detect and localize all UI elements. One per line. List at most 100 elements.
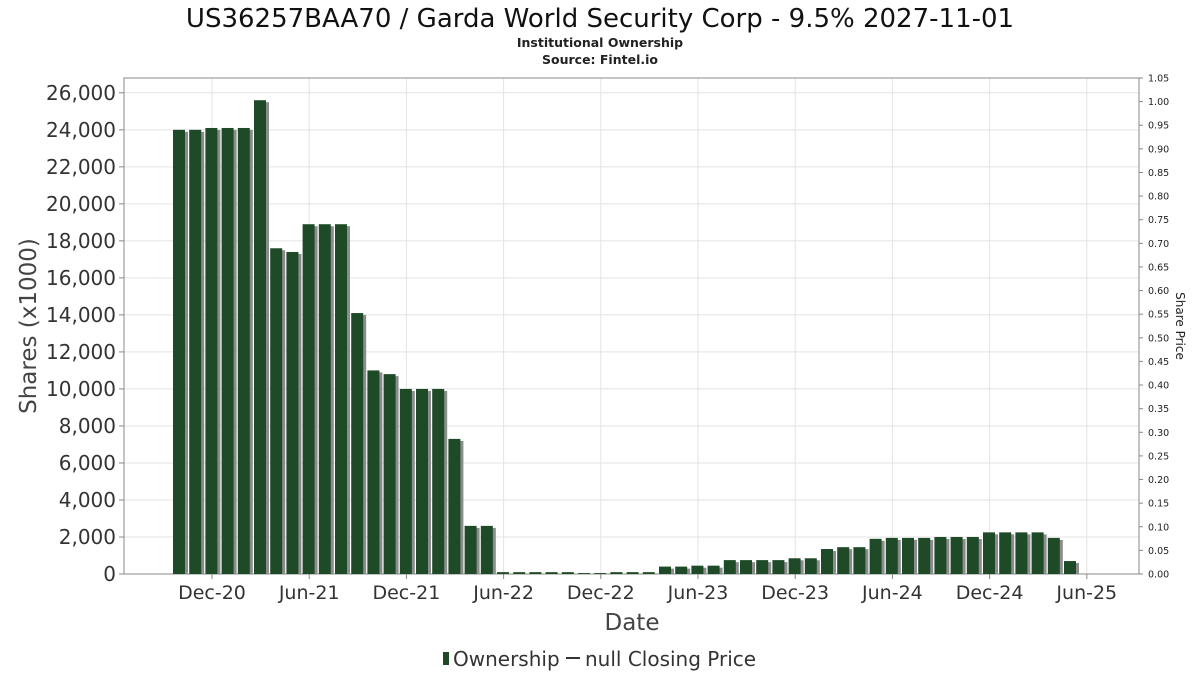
ownership-bar <box>221 127 234 574</box>
ownership-bar <box>270 248 283 574</box>
ownership-bar <box>318 224 331 574</box>
y2-tick-label: 1.05 <box>1148 74 1169 85</box>
y2-tick-label: 0.70 <box>1148 239 1169 250</box>
ownership-bar <box>659 566 671 574</box>
y2-tick-label: 0.00 <box>1148 570 1169 581</box>
y-tick-label: 4,000 <box>59 488 116 512</box>
y2-tick-label: 0.40 <box>1148 381 1169 392</box>
y-tick-label: 10,000 <box>46 377 116 401</box>
y2-tick-label: 0.15 <box>1148 499 1169 510</box>
y2-tick-label: 0.95 <box>1148 121 1169 132</box>
legend-ownership-label: Ownership <box>453 647 560 671</box>
y-tick-label: 6,000 <box>59 451 116 475</box>
ownership-bar <box>335 224 347 574</box>
y2-tick-label: 0.80 <box>1148 192 1169 203</box>
y2-tick-label: 0.25 <box>1148 451 1169 462</box>
x-axis-ticks: Dec-20 Jun-21 Dec-21 Jun-22 Dec-22 Jun-23 Dec-… <box>178 574 1117 604</box>
ownership-bar <box>594 573 607 574</box>
ownership-bar <box>399 388 412 574</box>
ownership-bar <box>869 538 882 574</box>
ownership-bar <box>853 547 866 574</box>
ownership-bar <box>545 572 558 574</box>
ownership-bar <box>1047 537 1060 574</box>
x-tick-label: Jun-25 <box>1055 582 1117 604</box>
y-tick-label: 26,000 <box>46 81 116 105</box>
ownership-bar <box>173 129 185 574</box>
y2-axis-title: Share Price <box>1173 292 1187 360</box>
x-tick-label: Jun-23 <box>667 582 729 604</box>
ownership-bar <box>707 565 720 574</box>
ownership-bar <box>837 547 850 574</box>
ownership-bar <box>999 532 1012 574</box>
ownership-bar <box>902 537 914 574</box>
ownership-bar <box>642 572 655 574</box>
chart-source: Source: Fintel.io <box>542 52 658 67</box>
ownership-bar <box>513 572 526 574</box>
x-tick-label: Jun-22 <box>472 582 534 604</box>
y2-tick-label: 0.55 <box>1148 310 1169 321</box>
ownership-bar <box>578 573 590 574</box>
y2-tick-label: 0.30 <box>1148 428 1169 439</box>
ownership-bar <box>966 536 979 574</box>
legend: Ownership null Closing Price <box>443 647 756 671</box>
x-axis-title: Date <box>605 610 660 636</box>
ownership-bar <box>1015 532 1028 574</box>
ownership-bar <box>723 560 736 574</box>
ownership-bar <box>254 100 266 574</box>
ownership-bar <box>983 532 995 574</box>
ownership-bar <box>497 572 509 574</box>
y-tick-label: 14,000 <box>46 303 116 327</box>
ownership-bar <box>934 536 947 574</box>
ownership-bar <box>756 560 769 574</box>
ownership-bar <box>691 565 704 574</box>
y-tick-label: 2,000 <box>59 525 116 549</box>
y2-tick-label: 0.85 <box>1148 168 1169 179</box>
ownership-bar <box>772 560 785 574</box>
ownership-bar <box>1031 532 1044 574</box>
y2-tick-label: 0.60 <box>1148 286 1169 297</box>
y2-tick-label: 0.10 <box>1148 522 1169 533</box>
ownership-bar <box>464 525 477 574</box>
y-tick-label: 12,000 <box>46 340 116 364</box>
ownership-bar <box>432 388 445 574</box>
y2-tick-label: 0.90 <box>1148 144 1169 155</box>
y2-tick-label: 0.50 <box>1148 333 1169 344</box>
ownership-bar <box>626 572 639 574</box>
ownership-bar <box>885 537 898 574</box>
y-tick-label: 24,000 <box>46 118 116 142</box>
y-axis-left-ticks: 0 2,000 4,000 6,000 8,000 10,000 12,000 14,000 1… <box>46 81 124 586</box>
y-tick-label: 0 <box>103 562 116 586</box>
ownership-bar <box>918 537 931 574</box>
y2-tick-label: 0.35 <box>1148 404 1169 415</box>
y2-tick-label: 0.20 <box>1148 475 1169 486</box>
y-tick-label: 18,000 <box>46 229 116 253</box>
y2-tick-label: 1.00 <box>1148 97 1169 108</box>
ownership-bar <box>740 560 752 574</box>
legend-price-label: null Closing Price <box>585 647 756 671</box>
ownership-bar <box>788 558 801 574</box>
ownership-bar <box>610 572 623 574</box>
ownership-bar <box>302 224 315 574</box>
ownership-bar <box>351 313 364 574</box>
x-tick-label: Jun-21 <box>278 582 340 604</box>
ownership-bar <box>480 525 493 574</box>
ownership-bar <box>561 572 574 574</box>
y-axis-title: Shares (x1000) <box>16 238 42 414</box>
y-tick-label: 16,000 <box>46 266 116 290</box>
x-tick-label: Dec-22 <box>567 582 635 604</box>
y-tick-label: 20,000 <box>46 192 116 216</box>
ownership-bar <box>448 438 461 574</box>
x-tick-label: Dec-20 <box>178 582 246 604</box>
y-tick-label: 8,000 <box>59 414 116 438</box>
x-tick-label: Jun-24 <box>861 582 923 604</box>
y-tick-label: 22,000 <box>46 155 116 179</box>
ownership-bar <box>189 129 202 574</box>
ownership-bar <box>950 536 963 574</box>
x-tick-label: Dec-21 <box>372 582 440 604</box>
ownership-bar <box>416 388 428 574</box>
ownership-bar <box>675 566 688 574</box>
ownership-bar <box>821 549 833 574</box>
chart-title: US36257BAA70 / Garda World Security Corp… <box>186 4 1014 34</box>
chart-subtitle: Institutional Ownership <box>517 35 683 50</box>
